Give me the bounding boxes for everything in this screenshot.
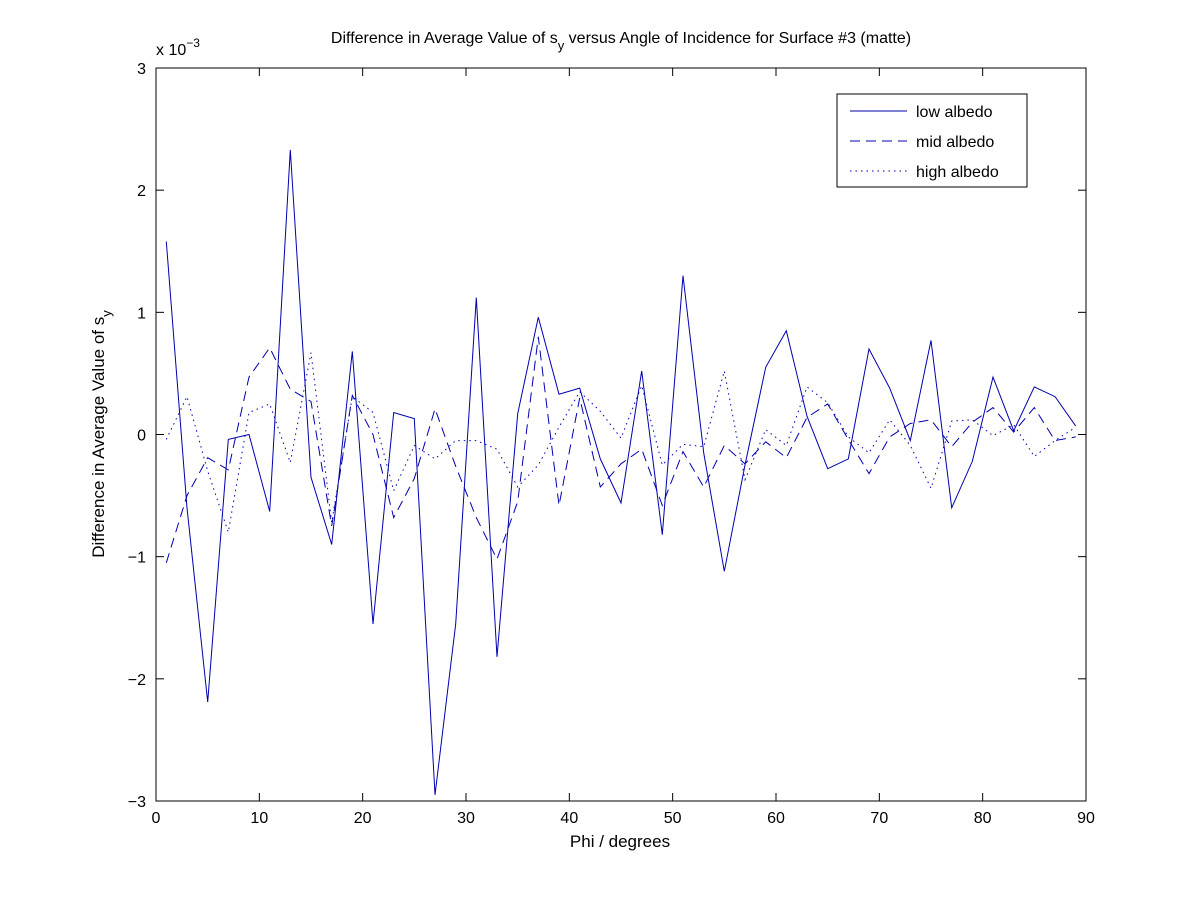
chart-title-main: Difference in Average Value of s: [331, 30, 558, 47]
x-tick-label: 20: [354, 810, 372, 827]
legend-label: high albedo: [916, 164, 999, 181]
x-tick-label: 40: [560, 810, 578, 827]
y-tick-label: 0: [137, 428, 146, 445]
y-axis-exponent-power: −3: [186, 36, 200, 50]
legend-items: low albedo mid albedo high albedo: [850, 104, 999, 181]
y-axis-label-subscript: y: [99, 310, 114, 317]
x-tick-label: 50: [664, 810, 682, 827]
y-tick-label: −1: [128, 550, 146, 567]
legend-label: mid albedo: [916, 134, 994, 151]
x-tick-label: 90: [1077, 810, 1095, 827]
series-line-dashed: [165, 336, 1076, 563]
y-tick-label: 2: [137, 183, 146, 200]
x-tick-label: 0: [152, 810, 161, 827]
x-tick-label: 80: [974, 810, 992, 827]
x-tick-label: 30: [457, 810, 475, 827]
series-layer: [165, 149, 1077, 795]
series-line-solid: [165, 149, 1077, 795]
chart-title: Difference in Average Value of sy versus…: [331, 30, 911, 53]
legend: low albedo mid albedo high albedo: [836, 93, 1028, 188]
y-tick-label: 1: [137, 305, 146, 322]
y-axis-label: Difference in Average Value of sy: [89, 310, 114, 558]
y-tick-label: −3: [128, 794, 146, 811]
y-tick-label: 3: [137, 61, 146, 78]
x-tick-label: 70: [870, 810, 888, 827]
ticks-layer: 0 10 20 30 40 50 60 70 80 90 −3 −2 −1 0 1 2 3: [128, 61, 1095, 827]
y-axis-exponent: x 10−3: [156, 36, 200, 59]
y-tick-label: −2: [128, 672, 146, 689]
y-axis-exponent-base: x 10: [156, 42, 186, 59]
x-axis-label: Phi / degrees: [570, 832, 670, 851]
x-tick-label: 10: [250, 810, 268, 827]
chart-title-rest: versus Angle of Incidence for Surface #3…: [564, 30, 911, 47]
y-axis-label-main: Difference in Average Value of s: [89, 317, 108, 558]
plot-background: [156, 68, 1086, 801]
legend-label: low albedo: [916, 104, 993, 121]
chart-title-subscript: y: [558, 38, 565, 53]
x-tick-label: 60: [767, 810, 785, 827]
